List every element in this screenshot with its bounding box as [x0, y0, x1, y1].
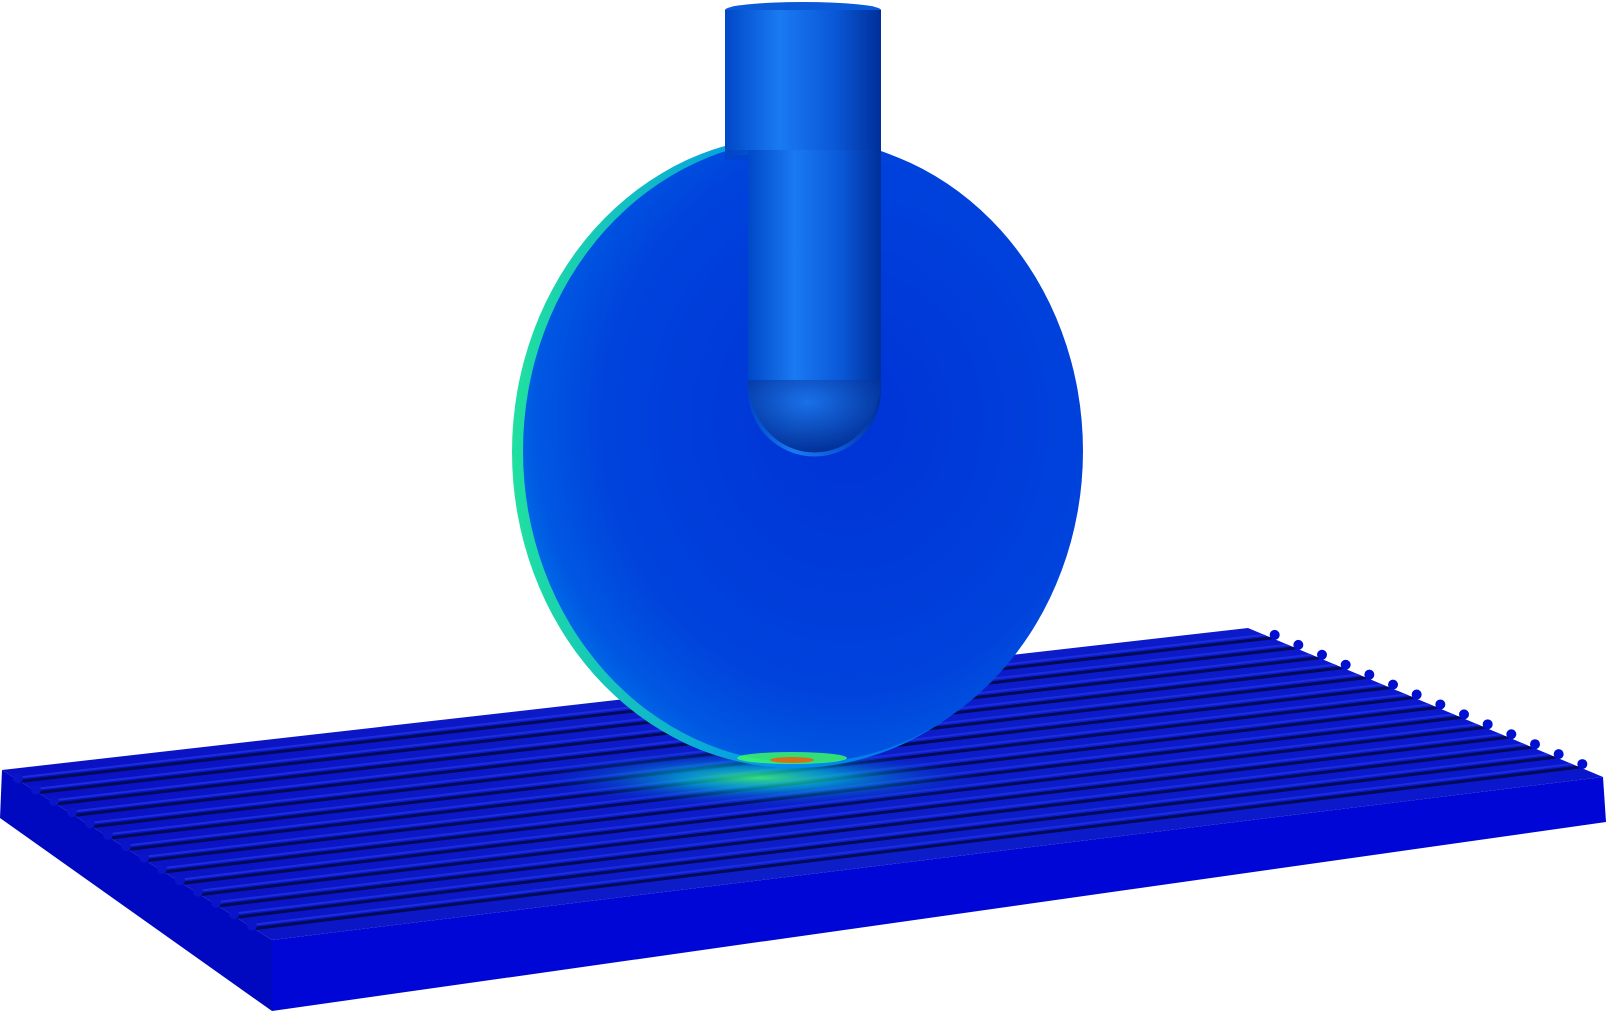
plate-ridge-end	[1317, 649, 1327, 660]
loading-shaft	[725, 2, 881, 457]
shaft-body	[725, 10, 881, 155]
plate-ridge-end	[139, 852, 149, 863]
plate-groove	[199, 735, 1509, 897]
plate-ridge-end	[1506, 729, 1517, 740]
plate-edge-ridges	[13, 629, 1588, 931]
plate-ridge-end	[1577, 759, 1588, 770]
plate-groove	[235, 755, 1556, 919]
plate-ridge-end	[1293, 639, 1304, 650]
plate-contact-stress	[530, 748, 990, 808]
plate-ridge-end	[103, 830, 113, 840]
plate-groove	[217, 745, 1533, 908]
plate-ridge-highlight	[217, 742, 1533, 903]
plate-ridge-end	[157, 864, 167, 874]
plate-ridge-end	[1269, 629, 1280, 640]
plate-ridge-end	[13, 773, 23, 784]
plate-ridge-end	[229, 909, 239, 920]
plate-left-face	[0, 770, 272, 1011]
plate-ridge-end	[193, 886, 203, 897]
shaft-lower	[748, 150, 881, 457]
plate-ridge-end	[49, 796, 59, 806]
plate-ridge-end	[175, 875, 185, 886]
plate-ridge-end	[1388, 679, 1398, 690]
plate-ridge-end	[1411, 689, 1422, 700]
shaft-tip	[748, 380, 881, 453]
plate-groove	[253, 765, 1580, 931]
plate-ridge-end	[1364, 669, 1375, 680]
plate-ridge-end	[1553, 749, 1564, 760]
plate-ridge-end	[1435, 699, 1446, 710]
plate-ridge-end	[1530, 739, 1540, 750]
plate-ridge-end	[211, 898, 221, 908]
plate-ridge-end	[1482, 719, 1493, 730]
plate-ridge-end	[31, 784, 41, 795]
plate-ridge-end	[1459, 709, 1469, 720]
plate-ridge-highlight	[199, 732, 1509, 892]
plate-ridge-highlight	[253, 762, 1580, 926]
plate-ridge-highlight	[235, 752, 1556, 915]
plate-ridge-end	[67, 807, 77, 818]
plate-ridge-end	[121, 841, 131, 852]
plate-ridge-end	[85, 818, 95, 829]
plate-ridge-end	[1340, 659, 1351, 670]
plate-front-face	[272, 777, 1606, 1011]
plate-ridge-end	[247, 920, 257, 931]
